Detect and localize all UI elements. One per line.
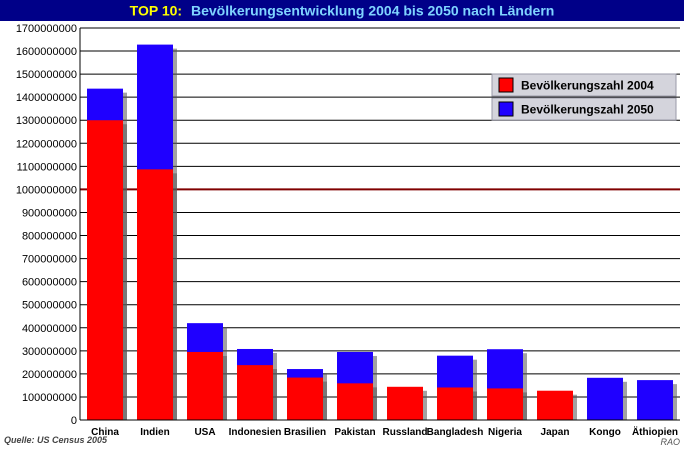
y-tick-label: 1400000000 xyxy=(16,92,77,104)
bar-2004 xyxy=(387,386,423,420)
y-tick-label: 1700000000 xyxy=(16,23,77,35)
bar-2004 xyxy=(187,351,223,420)
bar-2004 xyxy=(437,387,473,420)
author-mark: RAO xyxy=(660,437,680,447)
legend-label: Bevölkerungszahl 2004 xyxy=(521,79,654,93)
source-note: Quelle: US Census 2005 xyxy=(4,435,108,445)
x-tick-label: China xyxy=(91,427,119,438)
bar-2050 xyxy=(587,377,623,420)
legend-label: Bevölkerungszahl 2050 xyxy=(521,103,654,117)
y-tick-label: 1600000000 xyxy=(16,46,77,58)
bar-2004 xyxy=(537,390,573,420)
x-tick-label: Pakistan xyxy=(334,427,375,438)
x-tick-label: Russland xyxy=(382,427,427,438)
y-tick-label: 700000000 xyxy=(22,254,77,266)
y-tick-label: 1300000000 xyxy=(16,115,77,127)
bar-2004 xyxy=(137,169,173,420)
y-tick-label: 1100000000 xyxy=(17,161,77,173)
bar-2050 xyxy=(637,380,673,420)
y-tick-label: 500000000 xyxy=(22,300,77,312)
y-tick-label: 1500000000 xyxy=(16,69,77,81)
legend: Bevölkerungszahl 2004 Bevölkerungszahl 20… xyxy=(491,73,677,121)
legend-swatch xyxy=(498,77,514,93)
bar-2004 xyxy=(487,388,523,420)
bar-2004 xyxy=(337,383,373,420)
bar-2004 xyxy=(237,365,273,420)
y-axis-ticks: 0 100000000 200000000 300000000 400000000 500… xyxy=(16,23,77,427)
x-tick-label: Kongo xyxy=(589,427,621,438)
axes xyxy=(79,28,680,421)
chart-title-main: Bevölkerungsentwicklung 2004 bis 2050 na… xyxy=(191,3,554,19)
chart-title: TOP 10: Bevölkerungsentwicklung 2004 bis… xyxy=(130,3,555,19)
y-tick-label: 1200000000 xyxy=(16,138,77,150)
y-tick-label: 100000000 xyxy=(22,392,77,404)
legend-swatch xyxy=(498,101,514,117)
bar-2004 xyxy=(87,120,123,420)
x-tick-label: Brasilien xyxy=(284,427,326,438)
y-tick-label: 200000000 xyxy=(22,369,77,381)
x-tick-label: Japan xyxy=(541,427,570,438)
bar-2004 xyxy=(287,377,323,420)
x-tick-label: Indonesien xyxy=(229,427,282,438)
x-tick-label: Nigeria xyxy=(488,427,522,438)
bars xyxy=(87,44,677,420)
legend-item-box xyxy=(491,73,677,97)
x-tick-label: USA xyxy=(194,427,215,438)
y-tick-label: 800000000 xyxy=(22,231,77,243)
y-tick-label: 300000000 xyxy=(22,346,77,358)
title-bar xyxy=(0,0,684,21)
y-tick-label: 0 xyxy=(71,415,77,427)
x-tick-label: Bangladesh xyxy=(427,427,484,438)
x-tick-label: Äthiopien xyxy=(632,425,678,438)
y-tick-label: 400000000 xyxy=(22,323,77,335)
y-tick-label: 600000000 xyxy=(22,277,77,289)
x-tick-label: Indien xyxy=(140,427,169,438)
y-tick-label: 900000000 xyxy=(22,207,77,219)
chart-title-prefix: TOP 10: xyxy=(130,3,182,19)
y-tick-label: 1000000000 xyxy=(16,184,77,196)
x-axis-labels: China Indien USA Indonesien Brasilien Pakista… xyxy=(91,425,678,438)
legend-item-box xyxy=(491,97,677,121)
